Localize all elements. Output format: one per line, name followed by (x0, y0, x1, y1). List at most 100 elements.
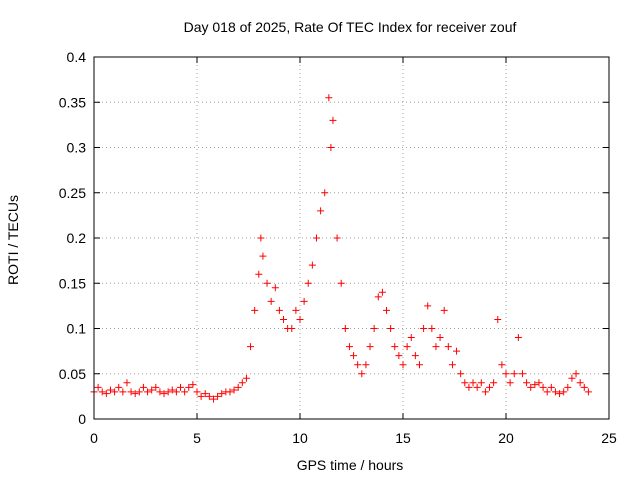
data-point (551, 388, 559, 396)
data-point (300, 297, 308, 305)
data-point (280, 315, 288, 323)
data-point (308, 261, 316, 269)
data-point (453, 347, 461, 355)
data-point (238, 379, 246, 387)
data-point (98, 388, 106, 396)
data-point (345, 343, 353, 351)
data-point (469, 379, 477, 387)
data-point (411, 352, 419, 360)
data-point (267, 297, 275, 305)
y-tick-label: 0.35 (59, 94, 86, 110)
y-tick-label: 0.05 (59, 366, 86, 382)
data-point (448, 361, 456, 369)
data-point (218, 390, 226, 398)
data-point (481, 388, 489, 396)
data-point (473, 383, 481, 391)
data-point (543, 388, 551, 396)
data-point (214, 392, 222, 400)
plot-frame (93, 56, 610, 420)
y-axis-label: ROTI / TECUs (5, 195, 21, 285)
data-point (205, 392, 213, 400)
data-point (383, 306, 391, 314)
data-point (139, 383, 147, 391)
data-point (510, 370, 518, 378)
data-point (288, 325, 296, 332)
data-point (350, 352, 358, 360)
data-point (572, 370, 580, 378)
data-point (292, 306, 300, 314)
x-axis-label: GPS time / hours (297, 457, 404, 473)
data-point (329, 116, 337, 124)
data-point (395, 352, 403, 360)
data-point (242, 374, 250, 382)
data-point (156, 388, 164, 396)
data-point (440, 306, 448, 314)
data-point (251, 306, 259, 314)
data-point (168, 386, 176, 394)
data-point (234, 383, 242, 391)
data-point (498, 361, 506, 369)
data-point (518, 370, 526, 378)
data-point (486, 383, 494, 391)
y-tick-label: 0 (78, 411, 86, 427)
data-point (477, 379, 485, 387)
data-point (387, 325, 395, 332)
data-point (564, 383, 572, 391)
data-point (432, 343, 440, 351)
data-point (201, 390, 209, 398)
data-point (181, 388, 189, 396)
data-point (354, 361, 362, 369)
y-tick-label: 0.15 (59, 275, 86, 291)
grid-lines (94, 57, 609, 419)
data-point (197, 392, 205, 400)
data-point (399, 361, 407, 369)
data-point (321, 189, 329, 197)
data-points (90, 94, 592, 403)
data-point (391, 343, 399, 351)
data-point (407, 334, 415, 342)
x-tick-label: 25 (601, 430, 617, 446)
data-point (494, 315, 502, 323)
data-point (135, 388, 143, 396)
data-point (123, 379, 131, 387)
data-point (523, 379, 531, 387)
data-point (259, 252, 267, 260)
data-point (106, 386, 114, 394)
data-point (189, 381, 197, 389)
data-point (152, 383, 160, 391)
data-point (325, 94, 333, 102)
data-point (271, 284, 279, 292)
data-point (374, 293, 382, 301)
data-point (148, 386, 156, 394)
data-point (358, 370, 366, 378)
data-point (312, 234, 320, 242)
data-point (444, 343, 452, 351)
data-point (490, 379, 498, 387)
data-point (584, 388, 592, 396)
data-point (131, 390, 139, 398)
data-point (111, 388, 119, 396)
data-point (576, 379, 584, 387)
data-point (556, 390, 564, 398)
data-point (337, 279, 345, 287)
data-point (461, 379, 469, 387)
data-point (230, 386, 238, 394)
chart-title: Day 018 of 2025, Rate Of TEC Index for r… (184, 19, 517, 35)
data-point (568, 374, 576, 382)
data-point (527, 383, 535, 391)
axis-ticks: 0 0.05 0.1 0.15 0.2 0.25 0.3 0.35 0.4 0 5 10 15 20 25 (59, 49, 617, 446)
data-point (424, 302, 432, 310)
x-tick-label: 20 (498, 430, 514, 446)
x-tick-label: 10 (292, 430, 308, 446)
data-point (115, 383, 123, 391)
data-point (102, 390, 110, 398)
data-point (255, 270, 263, 278)
data-point (327, 144, 335, 151)
y-tick-label: 0.1 (67, 321, 87, 337)
data-point (420, 325, 428, 332)
y-tick-label: 0.2 (67, 230, 87, 246)
data-point (263, 279, 271, 287)
data-point (415, 361, 423, 369)
y-tick-label: 0.3 (67, 140, 87, 156)
